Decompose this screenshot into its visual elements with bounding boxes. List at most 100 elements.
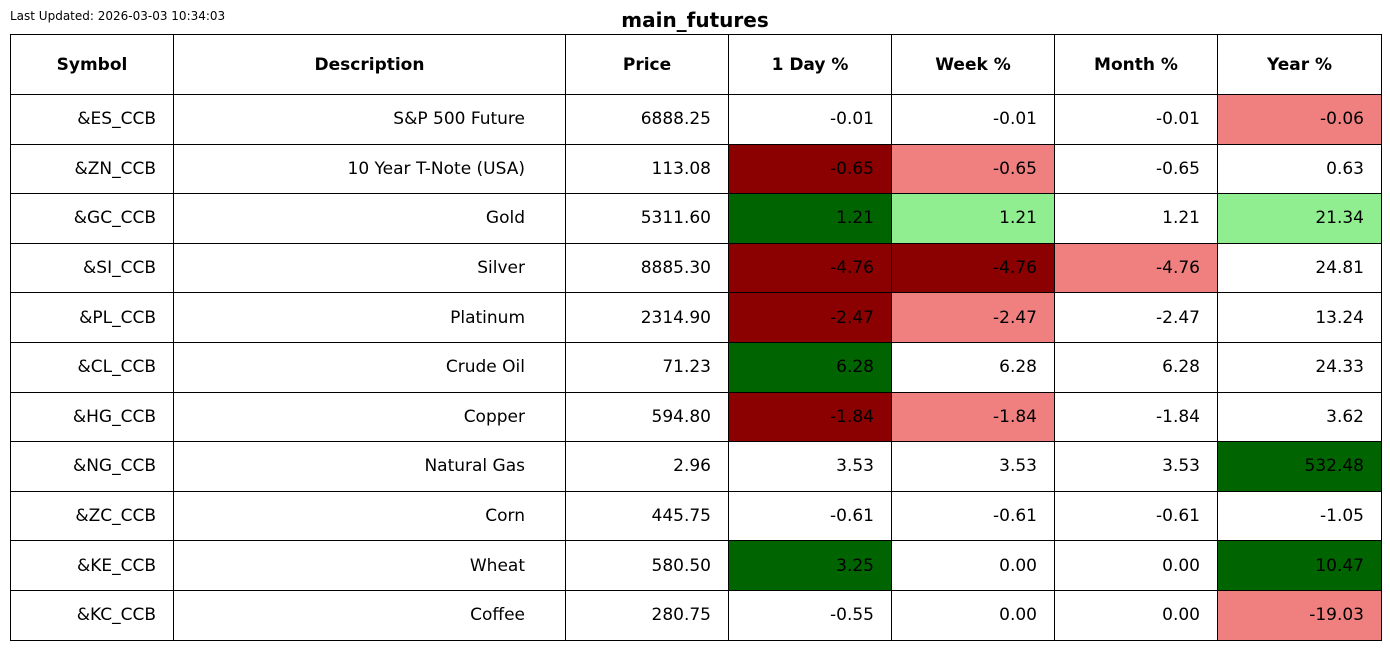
header-row: Symbol Description Price 1 Day % Week % … xyxy=(10,34,1382,95)
1-day-pct-cell: 3.53 xyxy=(728,441,892,492)
symbol-cell: &ZC_CCB xyxy=(10,490,174,542)
month-pct-cell: 1.21 xyxy=(1054,193,1218,244)
week-pct-cell: -4.76 xyxy=(891,242,1055,294)
week-pct-cell: 0.00 xyxy=(891,540,1055,591)
price-cell: 2314.90 xyxy=(565,292,729,343)
table-row: &CL_CCB Crude Oil 71.23 6.28 6.28 6.28 24.33 xyxy=(10,341,1382,393)
description-cell: Crude Oil xyxy=(173,341,566,393)
symbol-cell: &CL_CCB xyxy=(10,341,174,393)
month-pct-cell: -4.76 xyxy=(1054,242,1218,294)
1-day-pct-cell: 3.25 xyxy=(728,540,892,591)
year-pct-cell: 24.81 xyxy=(1217,242,1382,294)
price-cell: 5311.60 xyxy=(565,193,729,244)
table-row: &KC_CCB Coffee 280.75 -0.55 0.00 0.00 -19.03 xyxy=(10,589,1382,641)
symbol-cell: &ZN_CCB xyxy=(10,143,174,195)
last-updated-timestamp: Last Updated: 2026-03-03 10:34:03 xyxy=(10,9,226,23)
symbol-cell: &GC_CCB xyxy=(10,193,174,244)
1-day-pct-cell: -0.55 xyxy=(728,589,892,641)
price-cell: 594.80 xyxy=(565,391,729,443)
table-row: &ES_CCB S&P 500 Future 6888.25 -0.01 -0.01 -0… xyxy=(10,94,1382,145)
price-cell: 580.50 xyxy=(565,540,729,591)
table-title: main_futures xyxy=(621,8,769,32)
price-cell: 280.75 xyxy=(565,589,729,641)
year-pct-cell: 0.63 xyxy=(1217,143,1382,195)
year-pct-cell: -1.05 xyxy=(1217,490,1382,542)
1-day-pct-cell: -2.47 xyxy=(728,292,892,343)
year-pct-cell: 532.48 xyxy=(1217,441,1382,492)
table-row: &KE_CCB Wheat 580.50 3.25 0.00 0.00 10.47 xyxy=(10,540,1382,591)
year-pct-cell: 13.24 xyxy=(1217,292,1382,343)
month-pct-cell: 0.00 xyxy=(1054,589,1218,641)
table-body: &ES_CCB S&P 500 Future 6888.25 -0.01 -0.01 -0… xyxy=(10,94,1382,641)
description-cell: Gold xyxy=(173,193,566,244)
week-pct-cell: 0.00 xyxy=(891,589,1055,641)
week-pct-cell: -0.61 xyxy=(891,490,1055,542)
description-cell: Coffee xyxy=(173,589,566,641)
table-row: &SI_CCB Silver 8885.30 -4.76 -4.76 -4.76 24.81 xyxy=(10,242,1382,294)
1-day-pct-cell: -0.61 xyxy=(728,490,892,542)
month-pct-cell: -0.61 xyxy=(1054,490,1218,542)
column-header-price: Price xyxy=(565,34,729,95)
year-pct-cell: -19.03 xyxy=(1217,589,1382,641)
price-cell: 8885.30 xyxy=(565,242,729,294)
month-pct-cell: 3.53 xyxy=(1054,441,1218,492)
month-pct-cell: -2.47 xyxy=(1054,292,1218,343)
column-header-1-day-pct: 1 Day % xyxy=(728,34,892,95)
table-row: &ZC_CCB Corn 445.75 -0.61 -0.61 -0.61 -1.05 xyxy=(10,490,1382,542)
1-day-pct-cell: -0.65 xyxy=(728,143,892,195)
1-day-pct-cell: -1.84 xyxy=(728,391,892,443)
symbol-cell: &ES_CCB xyxy=(10,94,174,145)
price-cell: 445.75 xyxy=(565,490,729,542)
month-pct-cell: -0.65 xyxy=(1054,143,1218,195)
column-header-month-pct: Month % xyxy=(1054,34,1218,95)
column-header-symbol: Symbol xyxy=(10,34,174,95)
table-row: &GC_CCB Gold 5311.60 1.21 1.21 1.21 21.34 xyxy=(10,193,1382,244)
week-pct-cell: -0.01 xyxy=(891,94,1055,145)
futures-table: Symbol Description Price 1 Day % Week % … xyxy=(10,34,1382,641)
price-cell: 2.96 xyxy=(565,441,729,492)
month-pct-cell: -0.01 xyxy=(1054,94,1218,145)
month-pct-cell: 6.28 xyxy=(1054,341,1218,393)
month-pct-cell: -1.84 xyxy=(1054,391,1218,443)
description-cell: Natural Gas xyxy=(173,441,566,492)
description-cell: Copper xyxy=(173,391,566,443)
table-row: &PL_CCB Platinum 2314.90 -2.47 -2.47 -2.47 13.… xyxy=(10,292,1382,343)
year-pct-cell: 21.34 xyxy=(1217,193,1382,244)
year-pct-cell: 10.47 xyxy=(1217,540,1382,591)
column-header-description: Description xyxy=(173,34,566,95)
table-row: &HG_CCB Copper 594.80 -1.84 -1.84 -1.84 3.62 xyxy=(10,391,1382,443)
symbol-cell: &NG_CCB xyxy=(10,441,174,492)
description-cell: Silver xyxy=(173,242,566,294)
description-cell: S&P 500 Future xyxy=(173,94,566,145)
price-cell: 113.08 xyxy=(565,143,729,195)
week-pct-cell: -1.84 xyxy=(891,391,1055,443)
price-cell: 6888.25 xyxy=(565,94,729,145)
week-pct-cell: -0.65 xyxy=(891,143,1055,195)
month-pct-cell: 0.00 xyxy=(1054,540,1218,591)
1-day-pct-cell: 6.28 xyxy=(728,341,892,393)
column-header-year-pct: Year % xyxy=(1217,34,1382,95)
symbol-cell: &PL_CCB xyxy=(10,292,174,343)
description-cell: 10 Year T-Note (USA) xyxy=(173,143,566,195)
1-day-pct-cell: -4.76 xyxy=(728,242,892,294)
symbol-cell: &KE_CCB xyxy=(10,540,174,591)
week-pct-cell: 3.53 xyxy=(891,441,1055,492)
column-header-week-pct: Week % xyxy=(891,34,1055,95)
1-day-pct-cell: -0.01 xyxy=(728,94,892,145)
table-row: &NG_CCB Natural Gas 2.96 3.53 3.53 3.53 532.48 xyxy=(10,441,1382,492)
symbol-cell: &SI_CCB xyxy=(10,242,174,294)
price-cell: 71.23 xyxy=(565,341,729,393)
description-cell: Platinum xyxy=(173,292,566,343)
week-pct-cell: 1.21 xyxy=(891,193,1055,244)
1-day-pct-cell: 1.21 xyxy=(728,193,892,244)
week-pct-cell: 6.28 xyxy=(891,341,1055,393)
symbol-cell: &KC_CCB xyxy=(10,589,174,641)
description-cell: Corn xyxy=(173,490,566,542)
year-pct-cell: 24.33 xyxy=(1217,341,1382,393)
week-pct-cell: -2.47 xyxy=(891,292,1055,343)
year-pct-cell: -0.06 xyxy=(1217,94,1382,145)
description-cell: Wheat xyxy=(173,540,566,591)
symbol-cell: &HG_CCB xyxy=(10,391,174,443)
year-pct-cell: 3.62 xyxy=(1217,391,1382,443)
table-row: &ZN_CCB 10 Year T-Note (USA) 113.08 -0.65 -0… xyxy=(10,143,1382,195)
